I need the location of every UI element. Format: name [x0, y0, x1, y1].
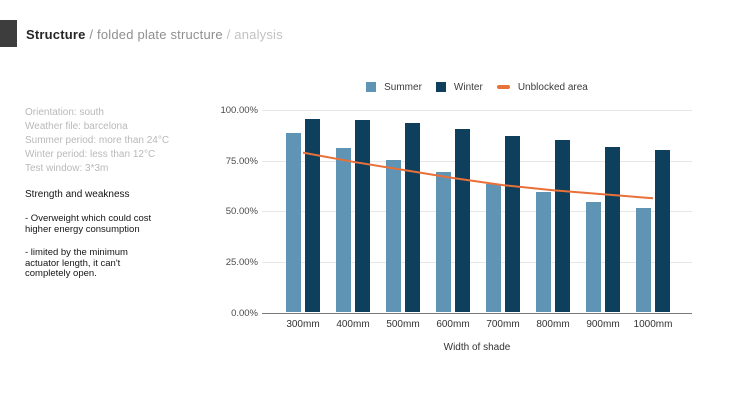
bar-winter-300mm [305, 119, 320, 312]
bar-summer-900mm [586, 202, 601, 312]
x-tick-label: 700mm [486, 319, 520, 330]
x-tick-label: 400mm [336, 319, 370, 330]
legend-label: Unblocked area [517, 81, 588, 93]
legend-label: Summer [384, 81, 422, 93]
breadcrumb-separator: / [85, 27, 98, 42]
y-tick-label: 50.00% [225, 206, 258, 217]
legend-label: Winter [453, 81, 483, 93]
info-line: Test window: 3*3m [25, 163, 109, 174]
gridline [262, 262, 692, 263]
slide-header-block [0, 20, 17, 47]
x-tick-label: 900mm [586, 319, 620, 330]
bar-winter-600mm [455, 129, 470, 312]
x-tick-label: 1000mm [633, 319, 673, 330]
bar-summer-700mm [486, 184, 501, 312]
bar-summer-400mm [336, 147, 351, 312]
breadcrumb: Structure / folded plate structure / ana… [26, 27, 283, 42]
x-tick-label: 300mm [286, 319, 320, 330]
y-tick-label: 75.00% [225, 156, 258, 167]
breadcrumb-separator: / [222, 27, 235, 42]
bar-winter-1000mm [655, 149, 670, 312]
chart-plot-area [262, 110, 692, 314]
legend-square-marker [435, 82, 446, 92]
legend-item-unblocked-area: Unblocked area [496, 81, 588, 93]
simulation-settings: Orientation: south Weather file: barcelon… [25, 106, 210, 176]
bar-summer-600mm [436, 171, 451, 312]
x-tick-label: 800mm [536, 319, 570, 330]
strength-weakness-item: - Overweight which could cost higher ene… [25, 213, 152, 235]
x-axis-line [262, 313, 692, 314]
legend-square-marker [366, 82, 377, 92]
x-axis-title: Width of shade [443, 342, 511, 353]
y-tick-label: 100.00% [220, 105, 258, 116]
info-line: Winter period: less than 12°C [25, 149, 156, 160]
info-line: Orientation: south [25, 107, 104, 118]
breadcrumb-page: analysis [234, 27, 283, 42]
legend-item-winter: Winter [435, 81, 483, 93]
strength-weakness-heading: Strength and weakness [25, 189, 130, 200]
legend-item-summer: Summer [366, 82, 422, 93]
bar-winter-800mm [555, 140, 570, 312]
gridline [262, 110, 692, 111]
bar-winter-700mm [505, 136, 520, 312]
gridline [262, 211, 692, 212]
notes-panel: Orientation: south Weather file: barcelon… [25, 106, 210, 280]
y-tick-label: 25.00% [225, 257, 258, 268]
gridline [262, 161, 692, 162]
chart-legend: Summer Winter Unblocked area [262, 80, 692, 94]
y-tick-label: 0.00% [231, 308, 258, 319]
breadcrumb-subsection: folded plate structure [97, 27, 223, 42]
x-tick-label: 600mm [436, 319, 470, 330]
strength-weakness-item: - limited by the minimum actuator length… [25, 247, 128, 279]
strength-weakness-list: - Overweight which could cost higher ene… [25, 213, 210, 280]
breadcrumb-section: Structure [26, 27, 86, 42]
x-tick-label: 500mm [386, 319, 420, 330]
bar-summer-500mm [386, 159, 401, 312]
info-line: Weather file: barcelona [25, 121, 128, 132]
bar-winter-900mm [605, 146, 620, 312]
bar-summer-1000mm [636, 208, 651, 312]
bar-winter-400mm [355, 120, 370, 312]
legend-line-marker [496, 85, 510, 89]
bar-summer-300mm [286, 133, 301, 312]
bar-summer-800mm [536, 192, 551, 312]
info-line: Summer period: more than 24°C [25, 135, 170, 146]
shade-width-chart: Summer Winter Unblocked area 0.00% 25.00% 50… [220, 70, 720, 370]
line-unblocked-area [302, 151, 654, 200]
